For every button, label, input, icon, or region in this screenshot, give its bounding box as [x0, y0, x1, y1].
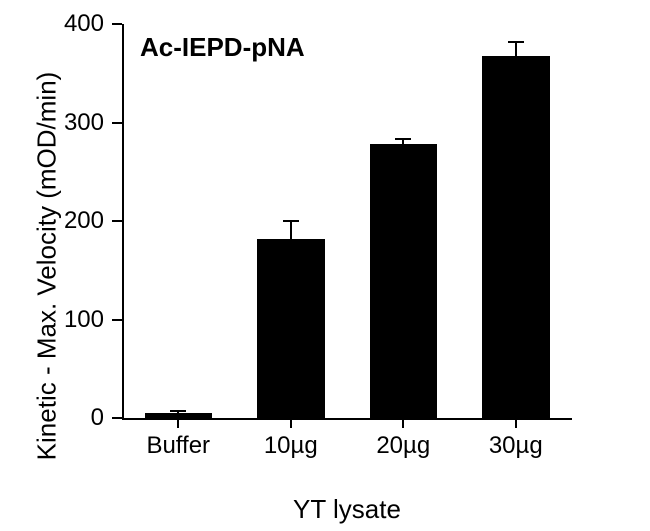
y-tick-label: 300 [54, 109, 104, 137]
y-tick [112, 23, 122, 25]
error-bar [515, 42, 517, 56]
y-tick [112, 417, 122, 419]
y-tick-label: 200 [54, 207, 104, 235]
error-cap [283, 220, 299, 222]
error-cap [170, 410, 186, 412]
bar [482, 56, 550, 418]
error-bar [290, 221, 292, 239]
x-tick [515, 418, 517, 428]
x-tick [290, 418, 292, 428]
y-tick [112, 220, 122, 222]
x-axis-line [122, 418, 572, 420]
x-tick-label: 10µg [264, 432, 318, 460]
bar [370, 144, 438, 418]
y-tick-label: 100 [54, 306, 104, 334]
chart-container: Kinetic - Max. Velocity (mOD/min) YT lys… [0, 0, 650, 531]
x-axis-label: YT lysate [122, 494, 572, 525]
x-tick [177, 418, 179, 428]
y-tick [112, 122, 122, 124]
chart-inset-title: Ac-IEPD-pNA [140, 32, 305, 63]
x-tick-label: 20µg [376, 432, 430, 460]
y-tick [112, 319, 122, 321]
y-tick-label: 0 [54, 404, 104, 432]
x-tick-label: 30µg [489, 432, 543, 460]
error-cap [395, 138, 411, 140]
error-cap [508, 41, 524, 43]
y-tick-label: 400 [54, 10, 104, 38]
x-tick-label: Buffer [146, 432, 210, 460]
bar [257, 239, 325, 418]
x-tick [402, 418, 404, 428]
y-axis-line [122, 24, 124, 418]
